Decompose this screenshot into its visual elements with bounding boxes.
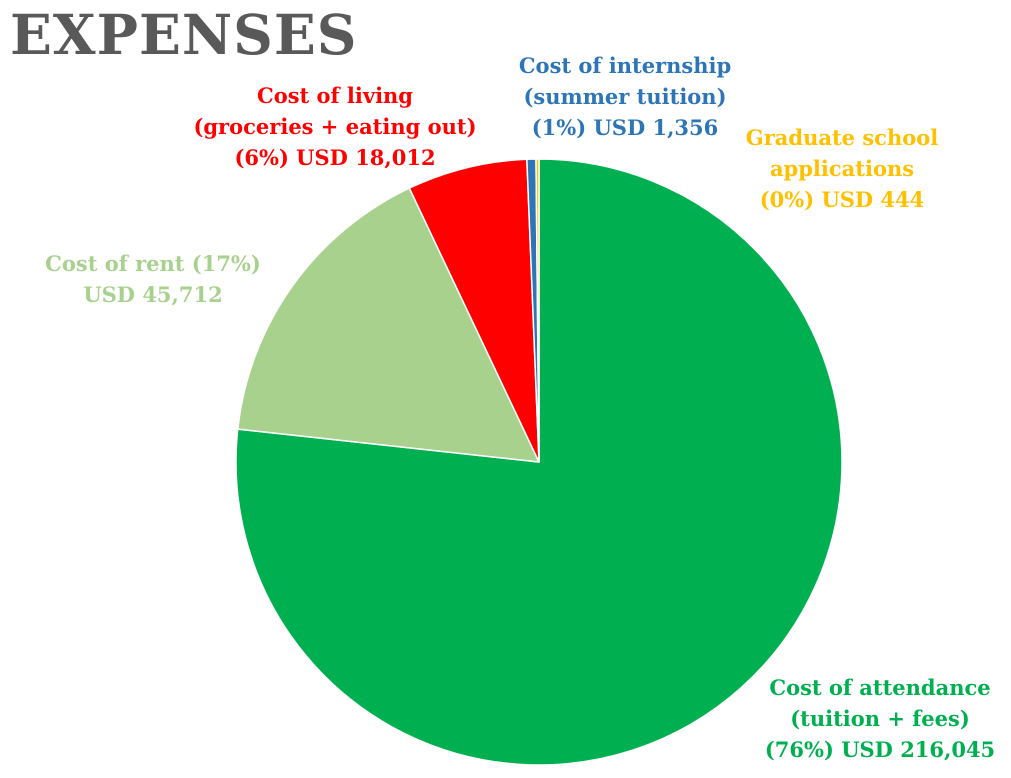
slice-label-rent: Cost of rent (17%) USD 45,712: [28, 248, 278, 310]
pie-slice-rent: [237, 187, 540, 463]
slice-label-rent-line-1: Cost of rent (17%): [45, 251, 261, 276]
slice-label-living: Cost of living (groceries + eating out) …: [180, 80, 490, 173]
slice-label-attendance-line-3: (76%) USD 216,045: [764, 737, 996, 762]
chart-title: EXPENSES: [10, 2, 358, 67]
slice-label-applications-line-3: (0%) USD 444: [759, 187, 925, 212]
slice-label-internship-line-2: (summer tuition): [523, 84, 727, 109]
slice-label-attendance-line-1: Cost of attendance: [769, 675, 991, 700]
slice-label-applications-line-1: Graduate school: [745, 125, 939, 150]
slice-label-attendance: Cost of attendance (tuition + fees) (76%…: [750, 672, 1010, 765]
slice-label-applications-line-2: applications: [769, 156, 915, 181]
slice-label-living-line-2: (groceries + eating out): [193, 114, 477, 139]
slice-label-living-line-1: Cost of living: [257, 83, 413, 108]
slice-label-living-line-3: (6%) USD 18,012: [234, 145, 436, 170]
slice-label-internship-line-1: Cost of internship: [518, 53, 732, 78]
slice-label-internship-line-3: (1%) USD 1,356: [531, 115, 719, 140]
slice-label-attendance-line-2: (tuition + fees): [790, 706, 970, 731]
slice-label-internship: Cost of internship (summer tuition) (1%)…: [500, 50, 750, 143]
pie-slice-applications: [535, 158, 540, 463]
slice-label-rent-line-2: USD 45,712: [83, 282, 223, 307]
pie-slice-living: [408, 158, 540, 463]
slice-label-applications: Graduate school applications (0%) USD 44…: [722, 122, 962, 215]
